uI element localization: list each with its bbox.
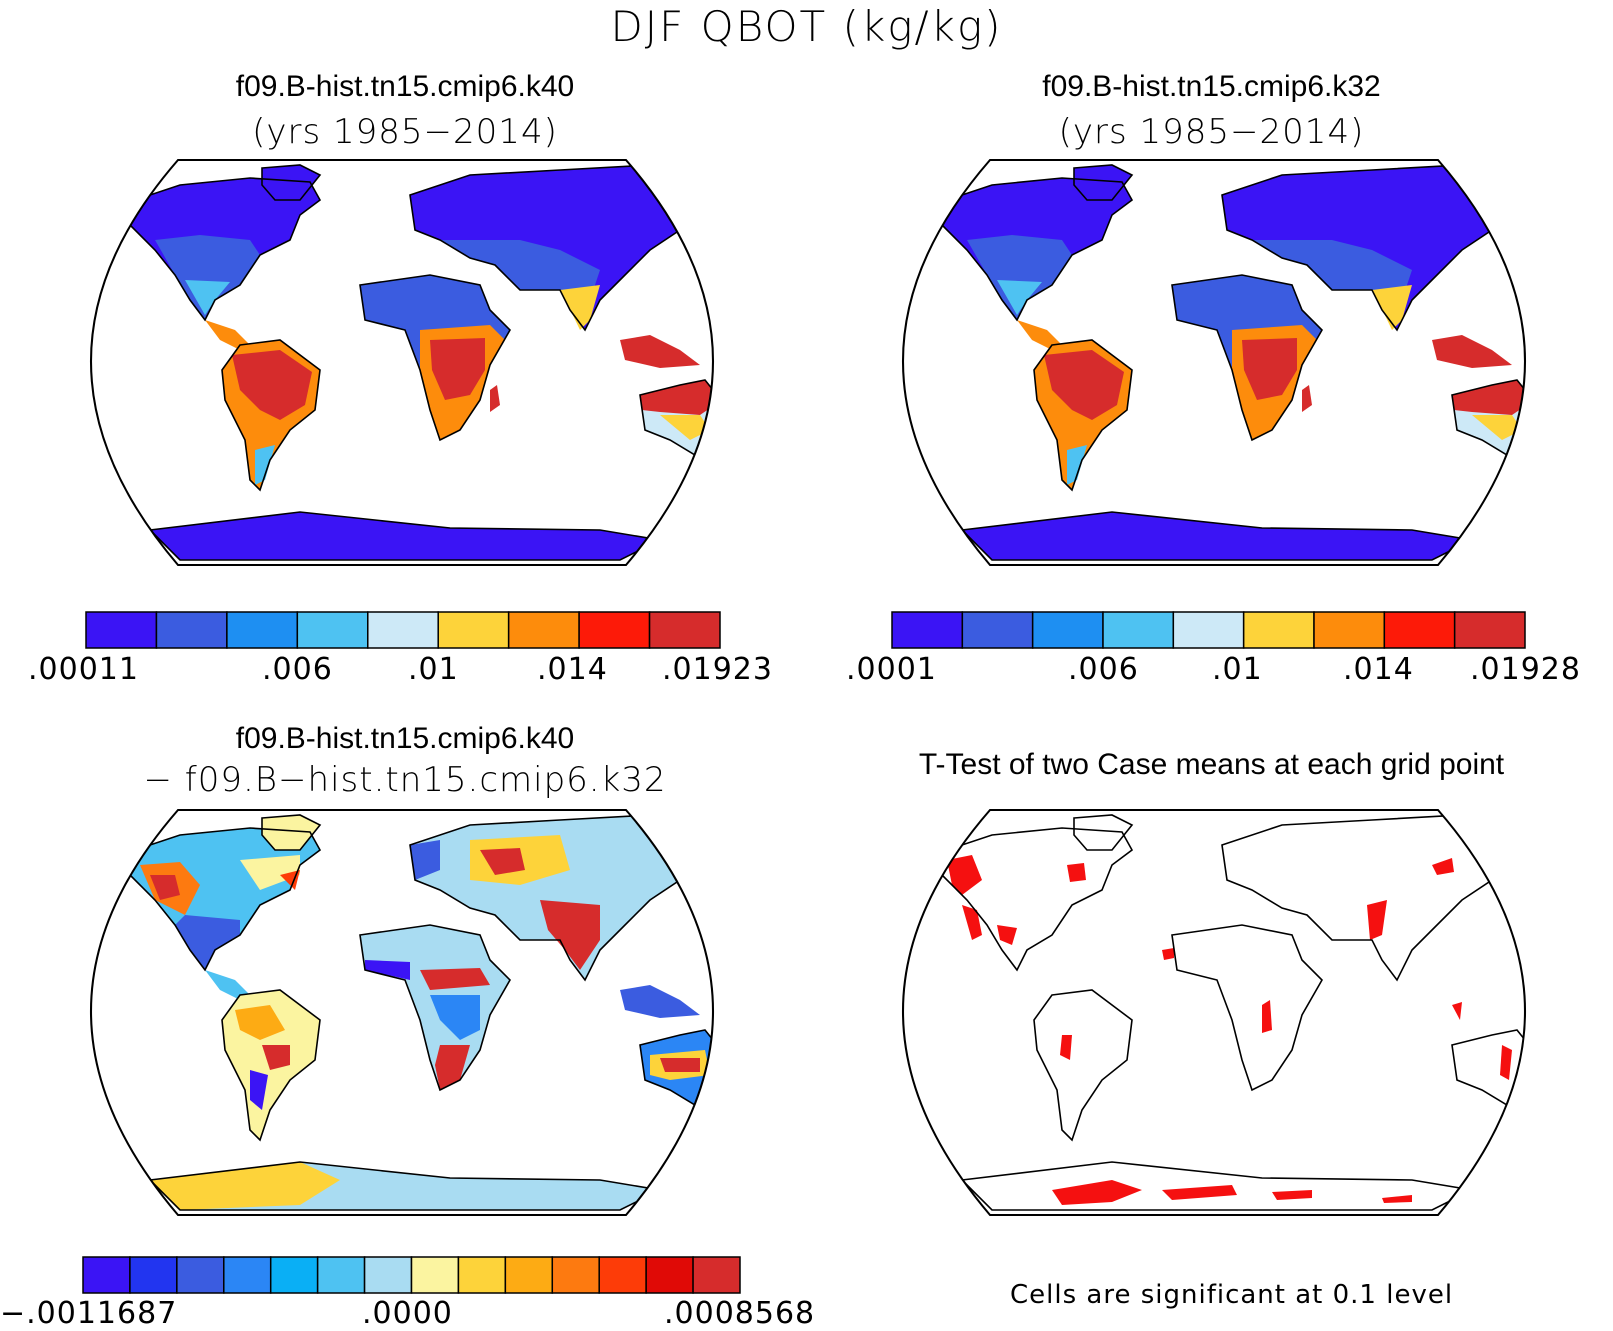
cbar3-swatch-5 bbox=[316, 1256, 366, 1294]
cbar1-swatch-0 bbox=[85, 611, 158, 649]
panel1-subtitle: (yrs 1985−2014) bbox=[252, 112, 558, 152]
cbar2-label-1: .006 bbox=[1068, 652, 1139, 687]
cbar1-swatch-2 bbox=[226, 611, 299, 649]
map-panel-ttest bbox=[902, 809, 1526, 1216]
cbar2-swatch-1 bbox=[961, 611, 1034, 649]
cbar1-label-0: .00011 bbox=[28, 652, 139, 687]
cbar1-swatch-5 bbox=[437, 611, 510, 649]
cbar1-swatch-8 bbox=[648, 611, 721, 649]
cbar2-label-0: .0001 bbox=[846, 652, 937, 687]
cbar3-label-0: −.0011687 bbox=[0, 1296, 178, 1331]
panel2-title: f09.B-hist.tn15.cmip6.k32 bbox=[1042, 70, 1381, 103]
cbar1-swatch-4 bbox=[367, 611, 439, 649]
map-panel-case1 bbox=[90, 159, 714, 566]
panel3-title: f09.B-hist.tn15.cmip6.k40 bbox=[235, 722, 575, 755]
cbar1-swatch-7 bbox=[578, 611, 651, 649]
cbar3-swatch-7 bbox=[410, 1256, 460, 1294]
cbar3-swatch-11 bbox=[598, 1256, 647, 1294]
cbar3-swatch-3 bbox=[223, 1256, 272, 1294]
cbar2-label-2: .01 bbox=[1212, 652, 1263, 687]
cbar1-swatch-1 bbox=[155, 611, 228, 649]
cbar2-swatch-0 bbox=[891, 611, 964, 649]
cbar2-swatch-4 bbox=[1172, 611, 1245, 649]
cbar3-swatch-10 bbox=[551, 1256, 600, 1294]
colorbar-difference bbox=[82, 1256, 741, 1294]
cbar3-swatch-8 bbox=[457, 1256, 507, 1294]
cbar3-swatch-9 bbox=[504, 1256, 554, 1294]
cbar1-label-1: .006 bbox=[262, 652, 333, 687]
cbar3-swatch-2 bbox=[176, 1256, 225, 1294]
map-panel-case2 bbox=[902, 159, 1526, 566]
cbar2-label-3: .014 bbox=[1343, 652, 1414, 687]
panel4-title: T-Test of two Case means at each grid po… bbox=[918, 748, 1505, 781]
cbar3-swatch-12 bbox=[645, 1256, 694, 1294]
cbar2-swatch-7 bbox=[1383, 611, 1456, 649]
cbar1-label-3: .014 bbox=[537, 652, 608, 687]
panel3-subtitle: − f09.B−hist.tn15.cmip6.k32 bbox=[143, 760, 667, 800]
cbar3-swatch-1 bbox=[129, 1256, 178, 1294]
cbar1-label-4: .01923 bbox=[662, 652, 773, 687]
map-panel-difference bbox=[90, 809, 714, 1216]
cbar3-swatch-6 bbox=[363, 1256, 413, 1294]
figure-title: DJF QBOT (kg/kg) bbox=[610, 2, 1003, 51]
panel2-subtitle: (yrs 1985−2014) bbox=[1058, 112, 1365, 152]
cbar1-swatch-6 bbox=[507, 611, 580, 649]
panel1-title: f09.B-hist.tn15.cmip6.k40 bbox=[235, 70, 575, 103]
cbar2-swatch-5 bbox=[1242, 611, 1315, 649]
cbar3-label-2: .0008568 bbox=[664, 1296, 816, 1331]
cbar2-label-4: .01928 bbox=[1470, 652, 1581, 687]
cbar2-swatch-2 bbox=[1031, 611, 1104, 649]
cbar2-swatch-3 bbox=[1102, 611, 1175, 649]
cbar3-swatch-0 bbox=[82, 1256, 131, 1294]
colorbar-case1 bbox=[85, 611, 721, 649]
cbar2-swatch-6 bbox=[1313, 611, 1386, 649]
cbar3-label-1: .0000 bbox=[362, 1296, 453, 1331]
cbar3-swatch-4 bbox=[269, 1256, 319, 1294]
cbar3-swatch-13 bbox=[692, 1256, 741, 1294]
colorbar-case2 bbox=[891, 611, 1526, 649]
cbar2-swatch-8 bbox=[1453, 611, 1526, 649]
cbar1-swatch-3 bbox=[296, 611, 369, 649]
cbar1-label-2: .01 bbox=[408, 652, 459, 687]
ttest-footnote: Cells are significant at 0.1 level bbox=[1010, 1280, 1454, 1310]
